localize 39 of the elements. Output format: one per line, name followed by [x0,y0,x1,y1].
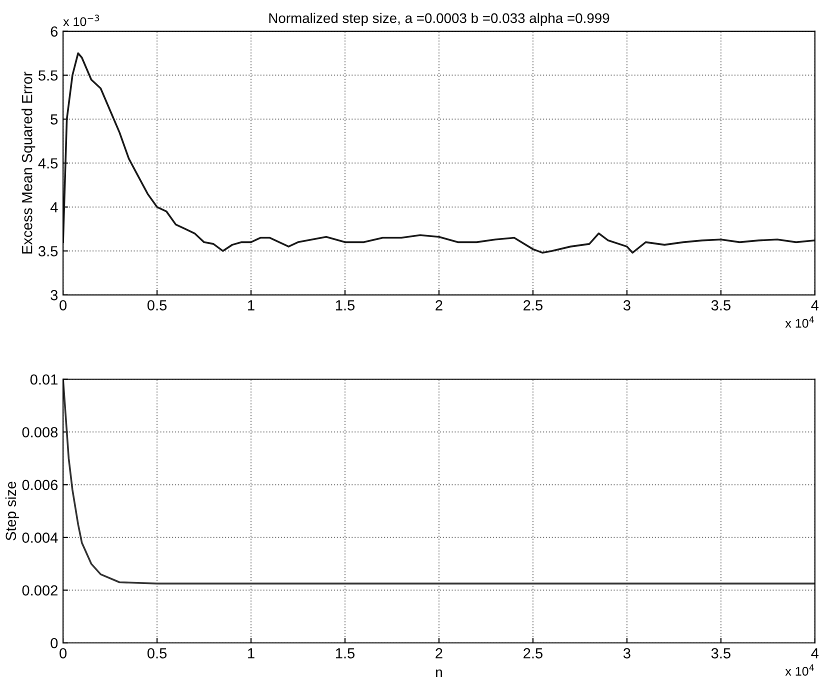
text: x 10$^{4}$ [785,664,814,676]
x-tick-label: 0.5 [147,648,167,658]
y-tick-label: 0.002 [22,585,58,596]
x-tick-label: 4 [811,648,819,658]
y-axis-title: Step size [5,482,19,540]
y-tick-label: 3.5 [38,246,58,256]
x-tick-label: 4 [811,300,819,310]
x-tick-label: 3 [623,648,630,658]
y-tick-label: 0.006 [22,480,58,490]
x-tick-label: 3.5 [711,648,730,658]
x-tick-label: 2 [436,648,442,658]
text: x 10$^{4}$ [785,316,814,328]
line-series [63,52,815,254]
x-tick-label: 1 [248,648,254,658]
x-axis-title: n [436,669,442,677]
y-tick-label: 0.01 [30,374,58,385]
y-tick-label: 0 [50,638,58,648]
y-axis-title: Excess Mean Squared Error [22,72,36,254]
x-tick-label: 3.5 [711,300,730,310]
x-tick-label: 3 [623,300,630,310]
y-tick-label: 4 [50,202,58,212]
x-tick-label: 2 [436,300,442,310]
y-tick-label: 3 [50,290,58,300]
x-tick-label: 1.5 [336,648,355,658]
chart-title: Normalized step size, a =0.0003 b =0.033 alpha =0.999 [269,12,610,26]
y-tick-label: 4.5 [38,158,58,169]
y-tick-label: 0.004 [22,532,58,543]
x-tick-label: 2.5 [524,300,542,310]
text: x 10$^{−3}$ [63,14,100,26]
y-tick-label: 5.5 [38,70,58,81]
y-tick-label: 0.008 [22,427,58,438]
x-tick-label: 1 [248,300,254,310]
x-tick-label: 2.5 [524,648,542,658]
x-tick-label: 0 [60,300,67,310]
x-tick-label: 1.5 [336,300,355,310]
x-tick-label: 0 [60,648,67,658]
x-tick-label: 0.5 [147,300,167,310]
y-tick-label: 6 [50,26,58,37]
y-tick-label: 5 [50,114,58,125]
